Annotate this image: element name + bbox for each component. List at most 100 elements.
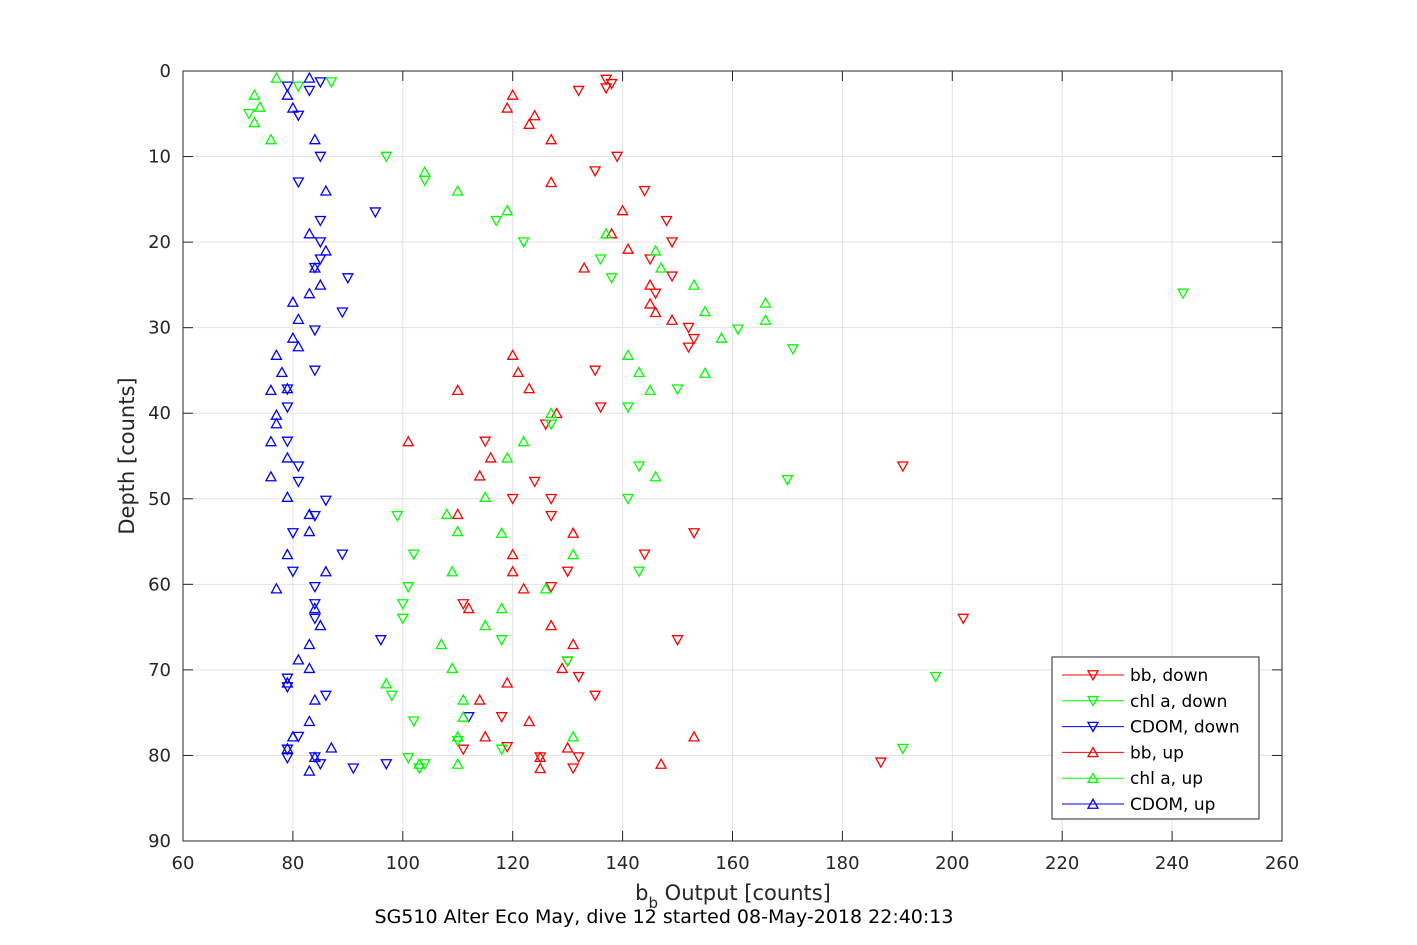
series-5	[264, 71, 338, 776]
data-point	[731, 324, 745, 336]
y-tick-label: 10	[148, 147, 171, 168]
tick-labels: 60 80 100 120 140 160 180 200 220 240 260 0 10 20 30 40…	[148, 61, 1299, 874]
data-point	[600, 227, 613, 239]
data-point	[896, 743, 909, 755]
x-tick-label: 200	[935, 853, 969, 874]
data-point	[501, 676, 514, 688]
data-point	[286, 101, 300, 113]
data-point	[308, 582, 321, 593]
data-point	[264, 384, 278, 396]
data-point	[545, 176, 558, 188]
data-point	[396, 613, 409, 625]
data-point	[446, 565, 459, 577]
data-point	[479, 436, 492, 448]
data-point	[303, 508, 316, 520]
data-point	[270, 71, 283, 83]
x-tick-label: 140	[605, 853, 639, 874]
data-point	[451, 508, 464, 520]
data-point	[523, 382, 536, 394]
data-point	[292, 110, 305, 122]
x-tick-label: 180	[825, 853, 859, 874]
data-point	[319, 244, 332, 256]
data-point	[457, 599, 470, 611]
data-point	[435, 638, 448, 650]
data-point	[957, 613, 970, 625]
data-point	[292, 461, 305, 473]
data-point	[512, 366, 525, 378]
x-tick-label: 260	[1265, 853, 1299, 874]
data-point	[281, 548, 294, 560]
data-point	[314, 619, 327, 631]
data-point	[671, 384, 684, 396]
legend-label: CDOM, down	[1130, 718, 1240, 738]
data-point	[380, 151, 393, 163]
data-point	[501, 451, 514, 463]
data-point	[572, 85, 585, 97]
y-tick-label: 50	[148, 489, 171, 510]
data-point	[687, 528, 701, 540]
data-point	[347, 763, 360, 775]
data-point	[281, 753, 294, 765]
data-point	[281, 81, 294, 93]
data-point	[479, 619, 492, 631]
data-point	[786, 344, 800, 356]
data-point	[264, 133, 278, 145]
data-point	[506, 548, 519, 560]
data-point	[286, 528, 300, 540]
data-point	[286, 730, 300, 742]
data-point	[545, 419, 558, 431]
data-point	[501, 741, 514, 753]
data-point	[319, 184, 332, 196]
data-point	[270, 417, 283, 429]
y-tick-label: 80	[148, 745, 171, 766]
data-point	[665, 237, 679, 249]
data-point	[545, 493, 558, 505]
data-point	[473, 469, 486, 481]
data-point	[643, 297, 657, 309]
data-point	[325, 77, 338, 89]
legend-label: chl a, up	[1130, 769, 1203, 789]
data-point	[632, 366, 646, 378]
legend-label: CDOM, up	[1130, 795, 1215, 815]
data-point	[303, 662, 316, 674]
legend-marker	[1086, 695, 1100, 707]
data-point	[308, 365, 321, 377]
data-point	[523, 715, 536, 727]
data-point	[308, 751, 321, 763]
data-point	[616, 204, 629, 216]
data-point	[665, 313, 679, 325]
x-tick-label: 220	[1045, 853, 1079, 874]
data-point	[281, 742, 294, 754]
legend-label: chl a, down	[1130, 692, 1227, 712]
data-point	[308, 261, 321, 273]
data-point	[281, 436, 294, 448]
data-point	[292, 313, 305, 325]
y-tick-label: 60	[148, 574, 171, 595]
data-point	[314, 215, 327, 227]
data-point	[517, 582, 530, 594]
data-point	[589, 690, 602, 702]
data-point	[319, 690, 332, 702]
data-point	[308, 325, 321, 337]
data-point	[545, 407, 558, 419]
data-point	[506, 565, 519, 577]
data-point	[457, 693, 470, 705]
data-point	[341, 273, 354, 285]
data-point	[303, 71, 316, 83]
data-point	[621, 348, 635, 360]
data-point	[248, 88, 261, 100]
data-point	[567, 638, 580, 650]
data-point	[484, 451, 497, 463]
data-point	[605, 273, 618, 285]
data-point	[517, 237, 530, 249]
data-point	[632, 566, 646, 578]
x-tick-label: 60	[172, 853, 195, 874]
data-point	[654, 757, 668, 769]
data-point	[572, 752, 585, 764]
data-point	[534, 751, 547, 763]
data-point	[506, 493, 519, 505]
x-tick-label: 100	[386, 853, 420, 874]
data-point	[589, 166, 602, 178]
data-point	[638, 549, 651, 561]
data-point	[479, 730, 492, 742]
